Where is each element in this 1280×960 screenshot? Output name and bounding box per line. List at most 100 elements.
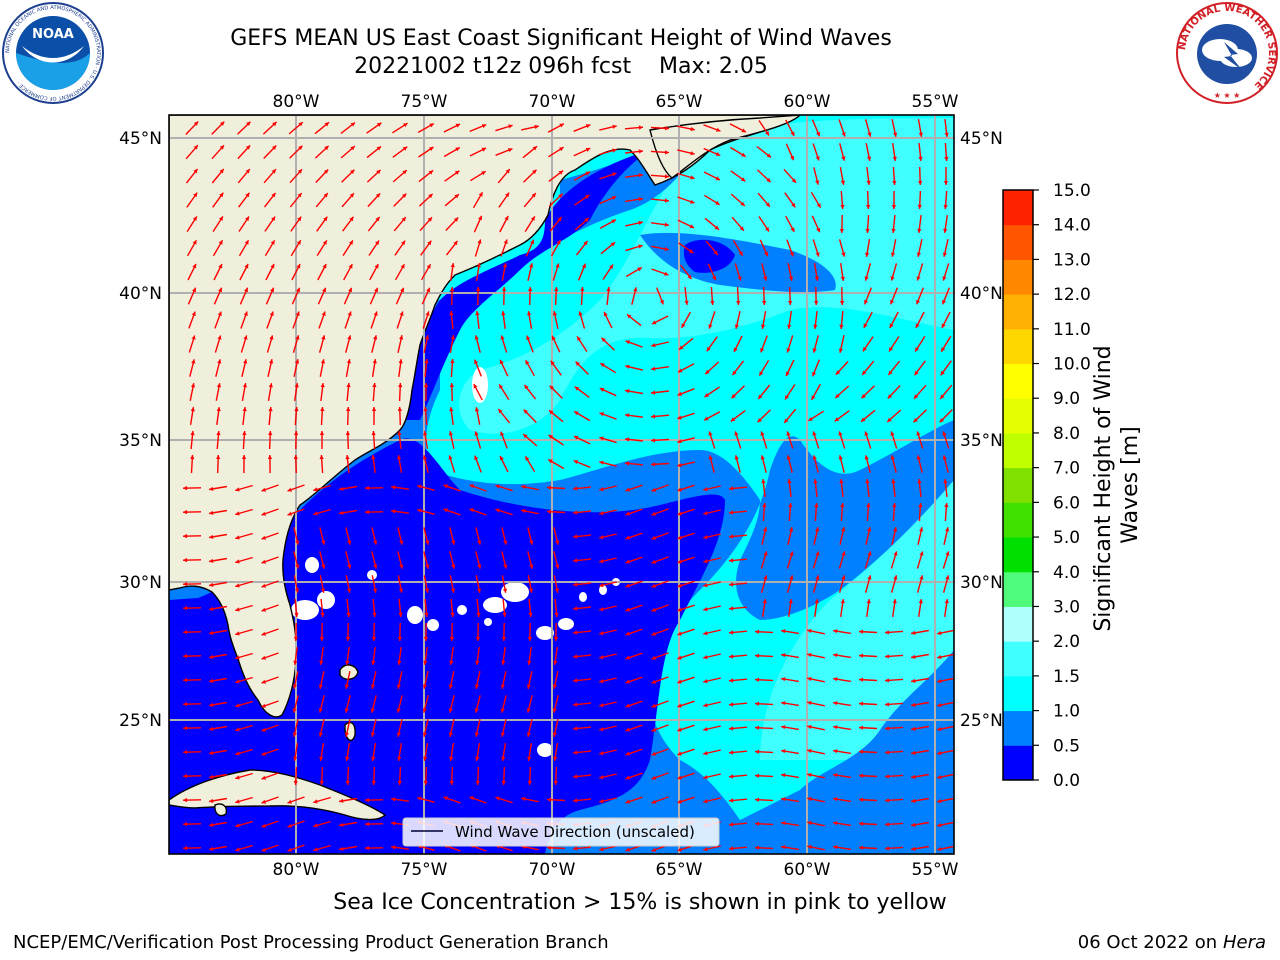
direction-arrowhead (319, 660, 324, 665)
direction-arrowhead (864, 299, 869, 305)
direction-arrowhead (838, 348, 843, 353)
direction-arrowhead (651, 847, 656, 852)
direction-arrowhead (814, 599, 819, 604)
direction-arrowhead (244, 264, 249, 269)
direction-arrowhead (429, 147, 434, 151)
direction-arrowhead (501, 780, 506, 785)
direction-arrowhead (426, 264, 431, 269)
direction-arrowhead (890, 455, 895, 460)
direction-arrowhead (344, 708, 349, 713)
direction-arrowhead (638, 220, 643, 226)
direction-arrowhead (841, 132, 846, 137)
direction-arrowhead (295, 540, 300, 545)
direction-arrowhead (398, 588, 404, 593)
direction-arrowhead (193, 168, 198, 174)
direction-arrowhead (625, 535, 630, 540)
direction-arrowhead (559, 123, 564, 128)
direction-arrowhead (729, 558, 734, 563)
direction-arrowhead (833, 629, 838, 634)
direction-arrowhead (911, 702, 916, 707)
direction-arrowhead (371, 455, 376, 460)
direction-arrowhead (585, 194, 590, 199)
direction-arrowhead (816, 203, 821, 208)
direction-arrowhead (183, 845, 187, 851)
colorbar-swatch (1003, 641, 1033, 677)
direction-arrowhead (183, 821, 187, 827)
direction-arrowhead (651, 366, 656, 371)
direction-arrowhead (891, 205, 897, 209)
direction-arrowhead (294, 383, 299, 388)
direction-arrowhead (677, 439, 682, 444)
direction-arrowhead (739, 226, 744, 231)
direction-arrowhead (789, 527, 794, 532)
direction-arrowhead (183, 677, 187, 683)
direction-arrowhead (838, 455, 843, 460)
colorbar-swatch (1003, 363, 1033, 399)
direction-arrowhead (625, 461, 630, 466)
direction-arrowhead (664, 174, 669, 179)
direction-arrowhead (318, 684, 323, 689)
direction-arrowhead (765, 131, 769, 136)
direction-arrowhead (638, 125, 643, 130)
direction-arrowhead (503, 564, 508, 569)
direction-arrowhead (729, 486, 734, 491)
direction-arrowhead (422, 455, 427, 460)
direction-arrowhead (939, 418, 944, 423)
direction-arrowhead (833, 653, 838, 658)
direction-arrowhead (549, 385, 554, 390)
direction-arrowhead (815, 527, 820, 532)
direction-arrowhead (370, 732, 375, 737)
colorbar-tick: 10.0 (1053, 355, 1091, 375)
direction-arrowhead (940, 370, 945, 376)
direction-arrowhead (373, 311, 378, 316)
direction-arrowhead (625, 413, 630, 418)
direction-arrowhead (183, 701, 187, 707)
direction-arrowhead (625, 389, 630, 394)
direction-arrowhead (209, 726, 214, 731)
direction-arrowhead (942, 455, 947, 460)
wave-band-0-0.5-cape-hatteras (400, 150, 650, 420)
direction-arrowhead (235, 775, 240, 780)
colorbar-tick: 2.0 (1053, 632, 1080, 652)
direction-arrowhead (319, 431, 325, 435)
direction-arrowhead (346, 612, 351, 617)
colorbar-tick: 5.0 (1053, 528, 1080, 548)
direction-arrowhead (911, 846, 916, 851)
direction-arrowhead (339, 846, 344, 851)
direction-arrowhead (183, 605, 187, 611)
direction-arrowhead (918, 156, 923, 161)
direction-arrowhead (270, 240, 275, 245)
direction-arrowhead (710, 300, 715, 305)
direction-arrowhead (833, 821, 838, 826)
direction-arrowhead (759, 371, 764, 376)
direction-arrowhead (729, 774, 734, 779)
direction-arrowhead (911, 798, 916, 803)
direction-arrowhead (599, 799, 604, 804)
direction-arrowhead (603, 311, 608, 317)
direction-arrowhead (346, 359, 351, 364)
direction-arrowhead (209, 774, 214, 779)
direction-arrowhead (476, 287, 481, 291)
direction-arrowhead (531, 193, 536, 198)
direction-arrowhead (183, 749, 187, 755)
lat-tick-right: 25°N (960, 711, 1003, 731)
direction-arrowhead (324, 145, 329, 151)
direction-arrowhead (449, 637, 455, 641)
direction-arrowhead (762, 301, 767, 305)
colorbar-frame (1002, 189, 1034, 781)
direction-arrowhead (559, 147, 564, 152)
direction-arrowhead (651, 438, 656, 443)
chart-subtitle: 20221002 t12z 096h fcst Max: 2.05 (354, 54, 768, 79)
direction-arrowhead (841, 551, 846, 556)
direction-arrowhead (527, 660, 532, 665)
direction-arrowhead (917, 479, 922, 484)
colorbar-swatch (1003, 398, 1033, 434)
direction-arrowhead (397, 637, 403, 641)
direction-arrowhead (365, 797, 369, 803)
direction-arrowhead (729, 510, 734, 515)
direction-arrowhead (374, 264, 379, 269)
direction-arrowhead (690, 199, 695, 204)
direction-arrowhead (429, 123, 434, 128)
direction-arrowhead (790, 131, 795, 136)
direction-arrowhead (235, 559, 240, 564)
